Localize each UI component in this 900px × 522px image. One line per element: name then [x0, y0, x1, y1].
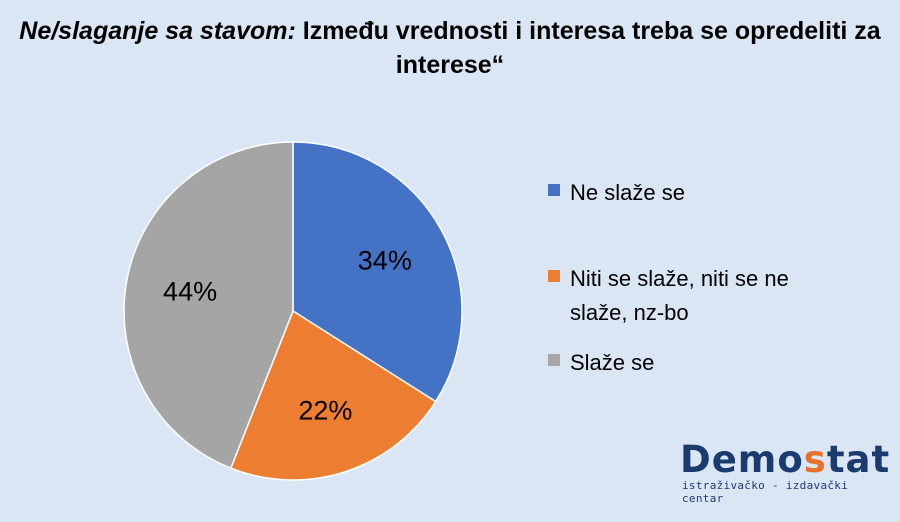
- legend-label-slaze-se: Slaže se: [570, 350, 655, 375]
- logo-word-start: Demo: [680, 438, 804, 481]
- legend-swatch-ne-slaze-se: [548, 184, 560, 196]
- chart-title: Ne/slaganje sa stavom: Između vrednosti …: [0, 14, 900, 82]
- legend-swatch-niti: [548, 270, 560, 282]
- pie-labels: 34% 22% 44%: [163, 246, 412, 426]
- logo-word-end: tat: [826, 438, 891, 481]
- logo-wordmark: Demostat: [680, 438, 889, 481]
- pie-slice-ne-slaze-se: [292, 141, 463, 403]
- demostat-logo: Demostat istraživačko - izdavački centar: [680, 438, 889, 506]
- legend-item-niti: Niti se slaže, niti se ne slaže, nz-bo: [548, 262, 830, 330]
- pie-label-ne-slaze-se: 34%: [358, 246, 412, 276]
- logo-tagline: istraživačko - izdavački centar: [682, 479, 849, 505]
- legend-swatch-slaze-se: [548, 354, 560, 366]
- pie-slices: [123, 141, 463, 481]
- legend-label-niti: Niti se slaže, niti se ne slaže, nz-bo: [570, 266, 789, 325]
- legend-label-ne-slaze-se: Ne slaže se: [570, 180, 685, 205]
- pie-slice-slaze-se: [123, 141, 294, 470]
- pie-label-niti: 22%: [298, 396, 352, 426]
- pie-slice-niti: [229, 309, 437, 481]
- chart-title-rest: Između vrednosti i interesa treba se opr…: [295, 17, 881, 79]
- chart-title-italic: Ne/slaganje sa stavom:: [19, 17, 296, 45]
- legend-item-slaze-se: Slaže se: [548, 346, 830, 380]
- legend-item-ne-slaze-se: Ne slaže se: [548, 176, 830, 210]
- pie-label-slaze-se: 44%: [163, 276, 217, 306]
- logo-word-accent: s: [803, 438, 827, 481]
